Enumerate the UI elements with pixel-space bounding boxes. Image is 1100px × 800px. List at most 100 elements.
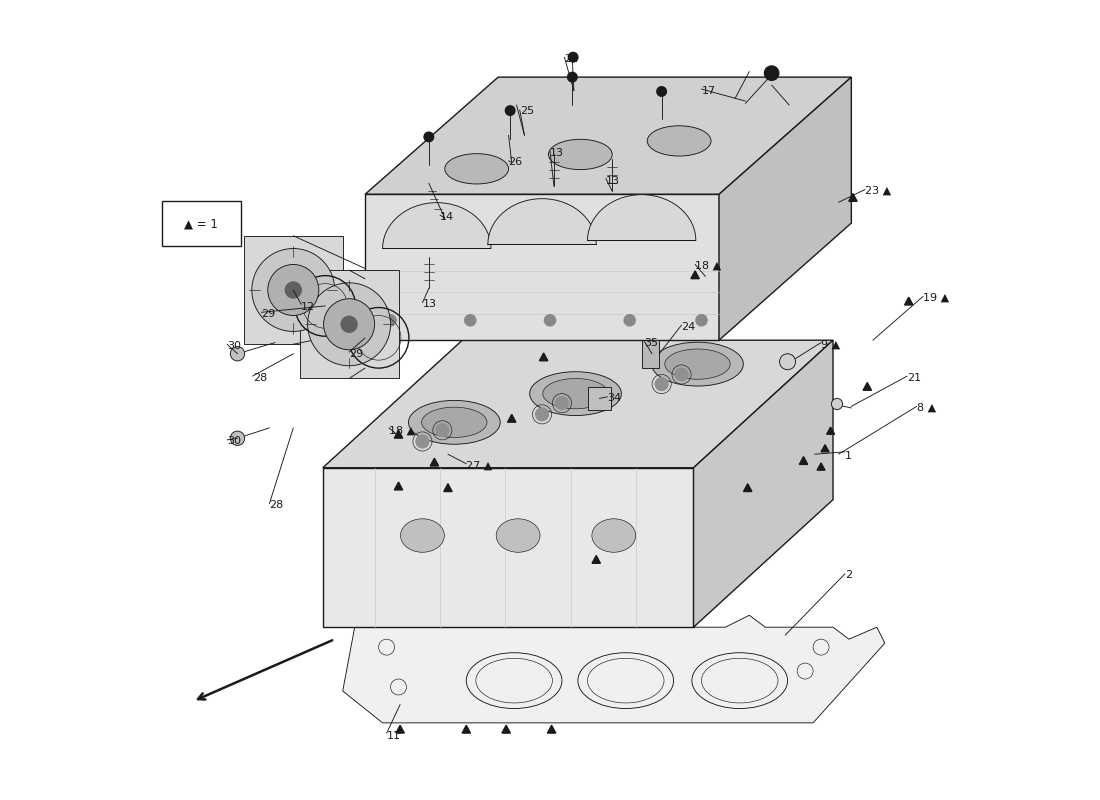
Ellipse shape <box>664 349 730 379</box>
Polygon shape <box>817 463 825 470</box>
Polygon shape <box>719 77 851 340</box>
Circle shape <box>267 265 319 315</box>
Text: 11: 11 <box>386 731 400 742</box>
Text: 35: 35 <box>645 338 658 347</box>
Polygon shape <box>430 458 439 466</box>
Circle shape <box>556 397 569 410</box>
Polygon shape <box>343 615 884 723</box>
Polygon shape <box>462 726 471 733</box>
Text: 27 ▲: 27 ▲ <box>466 460 493 470</box>
Text: 2: 2 <box>845 570 853 580</box>
Text: 23 ▲: 23 ▲ <box>865 186 891 196</box>
Text: 29: 29 <box>349 349 363 358</box>
Ellipse shape <box>530 372 621 415</box>
Ellipse shape <box>400 518 444 552</box>
Polygon shape <box>322 468 693 627</box>
Text: 25: 25 <box>519 106 534 117</box>
Ellipse shape <box>408 400 501 444</box>
Text: 13: 13 <box>606 176 619 186</box>
Circle shape <box>464 314 476 326</box>
Circle shape <box>230 346 244 361</box>
Text: 26: 26 <box>508 158 522 167</box>
Polygon shape <box>507 414 516 422</box>
Text: 8 ▲: 8 ▲ <box>916 403 936 413</box>
Circle shape <box>285 282 301 298</box>
Circle shape <box>323 298 375 350</box>
Text: 28: 28 <box>253 373 267 382</box>
Circle shape <box>675 368 688 381</box>
Polygon shape <box>502 726 510 733</box>
Polygon shape <box>394 482 403 490</box>
Text: 30: 30 <box>227 341 241 350</box>
Polygon shape <box>826 427 835 434</box>
Circle shape <box>656 378 668 390</box>
Text: 29: 29 <box>262 309 276 319</box>
Circle shape <box>341 316 358 332</box>
Polygon shape <box>693 340 833 627</box>
Circle shape <box>569 53 578 62</box>
Text: eurobros: eurobros <box>388 244 744 477</box>
Ellipse shape <box>647 126 711 156</box>
Text: a passion since 1985: a passion since 1985 <box>424 407 724 585</box>
FancyBboxPatch shape <box>244 236 343 344</box>
Polygon shape <box>487 198 596 245</box>
FancyBboxPatch shape <box>162 202 241 246</box>
Polygon shape <box>396 726 405 733</box>
FancyBboxPatch shape <box>588 387 610 410</box>
Text: 14: 14 <box>440 212 454 222</box>
Circle shape <box>624 314 636 326</box>
Circle shape <box>696 314 707 326</box>
Text: 13: 13 <box>422 299 437 310</box>
Circle shape <box>764 66 779 80</box>
Polygon shape <box>592 555 601 563</box>
Text: 21: 21 <box>908 373 922 382</box>
Ellipse shape <box>444 154 508 184</box>
Polygon shape <box>548 726 556 733</box>
FancyBboxPatch shape <box>641 340 659 368</box>
Circle shape <box>436 424 449 437</box>
Circle shape <box>536 408 549 421</box>
Polygon shape <box>800 457 807 465</box>
Circle shape <box>505 106 515 115</box>
Circle shape <box>424 132 433 142</box>
Text: 18 ▲: 18 ▲ <box>695 261 722 271</box>
Text: 17: 17 <box>702 86 716 96</box>
Circle shape <box>780 354 795 370</box>
Polygon shape <box>849 194 857 202</box>
Circle shape <box>832 398 843 410</box>
Text: 9 ▲: 9 ▲ <box>821 339 840 349</box>
FancyBboxPatch shape <box>299 270 398 378</box>
Polygon shape <box>365 77 851 194</box>
Text: 28: 28 <box>270 500 284 510</box>
Circle shape <box>416 435 429 448</box>
Polygon shape <box>394 430 403 438</box>
Text: 30: 30 <box>227 437 241 446</box>
Text: 24: 24 <box>682 322 696 332</box>
Circle shape <box>230 431 244 446</box>
Circle shape <box>252 249 334 331</box>
Circle shape <box>657 86 667 96</box>
Text: 12: 12 <box>301 302 316 312</box>
Text: 1: 1 <box>845 451 853 461</box>
Polygon shape <box>443 484 452 491</box>
Ellipse shape <box>592 518 636 552</box>
Text: ▲ = 1: ▲ = 1 <box>185 218 218 230</box>
Circle shape <box>568 72 578 82</box>
Polygon shape <box>322 340 833 468</box>
Polygon shape <box>587 194 696 241</box>
Polygon shape <box>691 271 700 278</box>
Polygon shape <box>821 445 829 452</box>
Text: 18 ▲: 18 ▲ <box>389 426 415 435</box>
Text: 19 ▲: 19 ▲ <box>923 293 949 303</box>
Circle shape <box>385 314 396 326</box>
Polygon shape <box>539 353 548 361</box>
Text: 22: 22 <box>564 54 579 64</box>
Polygon shape <box>365 194 719 340</box>
Polygon shape <box>383 202 491 249</box>
Circle shape <box>308 283 390 366</box>
Ellipse shape <box>421 407 487 438</box>
Polygon shape <box>904 297 913 305</box>
Text: 13: 13 <box>550 148 564 158</box>
Ellipse shape <box>542 378 608 409</box>
Polygon shape <box>864 382 871 390</box>
